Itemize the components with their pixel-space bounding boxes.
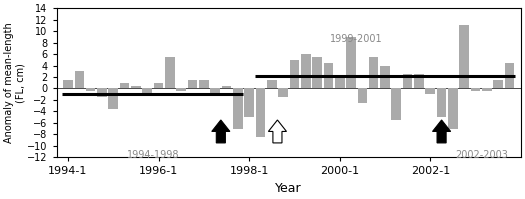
Bar <box>86 88 96 91</box>
Bar <box>131 86 141 88</box>
Bar <box>256 88 265 137</box>
Text: 2002-2003: 2002-2003 <box>455 150 508 160</box>
Bar <box>97 88 107 97</box>
Bar <box>120 83 130 88</box>
Bar <box>154 83 163 88</box>
Bar <box>109 88 118 108</box>
Bar <box>505 63 514 88</box>
Bar <box>267 80 277 88</box>
Bar <box>222 86 232 88</box>
FancyArrow shape <box>433 120 450 143</box>
Bar <box>425 88 435 94</box>
Bar <box>380 65 390 88</box>
Bar <box>244 88 254 117</box>
Text: 1994-1998: 1994-1998 <box>127 150 179 160</box>
FancyArrow shape <box>212 120 230 143</box>
Bar <box>459 25 469 88</box>
Bar <box>369 57 379 88</box>
Bar <box>188 80 197 88</box>
Bar <box>312 57 322 88</box>
Bar <box>75 71 84 88</box>
Bar <box>335 77 344 88</box>
Bar <box>165 57 175 88</box>
Bar <box>199 80 208 88</box>
Bar <box>448 88 458 129</box>
Bar <box>176 88 186 91</box>
Bar <box>323 63 333 88</box>
Bar <box>358 88 367 103</box>
Bar <box>290 60 299 88</box>
Bar <box>211 88 220 94</box>
Bar <box>278 88 288 97</box>
Bar <box>346 37 356 88</box>
Bar <box>392 88 401 120</box>
Bar <box>301 54 311 88</box>
X-axis label: Year: Year <box>276 182 302 195</box>
Bar <box>494 80 503 88</box>
Text: 1999-2001: 1999-2001 <box>330 34 383 44</box>
Bar <box>437 88 446 117</box>
FancyArrow shape <box>268 120 287 143</box>
Y-axis label: Anomaly of mean-length
(FL, cm): Anomaly of mean-length (FL, cm) <box>4 22 26 143</box>
Bar <box>233 88 243 129</box>
Bar <box>63 80 73 88</box>
Bar <box>414 74 424 88</box>
Bar <box>482 88 492 91</box>
Bar <box>471 88 480 91</box>
Bar <box>142 88 152 94</box>
Bar <box>403 74 413 88</box>
